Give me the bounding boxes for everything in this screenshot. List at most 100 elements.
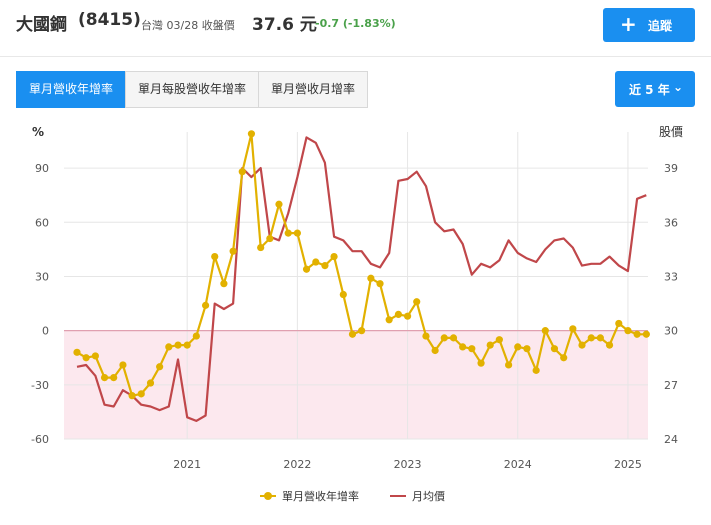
yoy-point bbox=[229, 247, 237, 255]
yoy-point bbox=[119, 361, 127, 369]
track-button[interactable]: + 追蹤 bbox=[603, 8, 695, 42]
yoy-point bbox=[413, 298, 421, 306]
yoy-point bbox=[532, 366, 540, 374]
yoy-point bbox=[100, 374, 109, 382]
yoy-point bbox=[477, 359, 485, 367]
chevron-down-icon: ⌄ bbox=[673, 80, 684, 94]
yoy-point bbox=[302, 265, 311, 273]
yoy-point bbox=[449, 334, 458, 342]
range-label: 近 5 年 bbox=[629, 83, 670, 97]
yoy-point bbox=[560, 354, 568, 362]
yoy-point bbox=[394, 310, 403, 318]
metric-tabs: 單月營收年增率 單月每股營收年增率 單月營收月增率 bbox=[16, 71, 369, 108]
stock-name: 大國鋼 bbox=[16, 15, 67, 35]
left-tick-label: -30 bbox=[31, 379, 49, 392]
x-tick-label: 2021 bbox=[173, 458, 201, 471]
tab-monthly-revenue-yoy[interactable]: 單月營收年增率 bbox=[16, 71, 127, 108]
left-tick-label: 30 bbox=[35, 270, 49, 283]
range-select[interactable]: 近 5 年 ⌄ bbox=[615, 71, 695, 107]
yoy-point bbox=[330, 253, 338, 261]
yoy-point bbox=[220, 280, 228, 288]
yoy-point bbox=[73, 348, 81, 356]
yoy-point bbox=[523, 345, 531, 353]
stock-header: 大國鋼 (8415) 台灣 03/28 收盤價 37.6 元 -0.7 (-1.… bbox=[0, 0, 711, 57]
yoy-point bbox=[440, 334, 448, 342]
yoy-point bbox=[550, 345, 559, 353]
yoy-point bbox=[569, 325, 577, 333]
yoy-point bbox=[183, 341, 191, 349]
yoy-point bbox=[110, 374, 118, 382]
left-tick-label: 60 bbox=[35, 216, 49, 229]
tab-monthly-revenue-mom[interactable]: 單月營收月增率 bbox=[258, 71, 369, 108]
yoy-point bbox=[505, 361, 513, 369]
yoy-point bbox=[615, 319, 623, 328]
track-button-label: 追蹤 bbox=[648, 19, 673, 33]
yoy-point bbox=[459, 343, 467, 351]
closing-price: 37.6 元 bbox=[252, 15, 317, 35]
yoy-point bbox=[201, 301, 210, 309]
x-tick-label: 2025 bbox=[614, 458, 642, 471]
yoy-point bbox=[578, 341, 586, 349]
right-tick-label: 24 bbox=[664, 433, 678, 446]
yoy-point bbox=[624, 327, 632, 335]
yoy-point bbox=[321, 262, 329, 270]
yoy-point bbox=[257, 243, 265, 252]
left-tick-label: 90 bbox=[35, 162, 49, 175]
yoy-point bbox=[137, 390, 145, 398]
stock-code: (8415) bbox=[78, 10, 141, 30]
yoy-point bbox=[358, 327, 366, 335]
right-tick-label: 30 bbox=[664, 325, 678, 338]
price-change: -0.7 (-1.83%) bbox=[315, 17, 396, 30]
yoy-point bbox=[468, 345, 476, 353]
yoy-point bbox=[642, 330, 650, 338]
yoy-point bbox=[385, 316, 393, 324]
x-tick-label: 2022 bbox=[283, 458, 311, 471]
yoy-point bbox=[422, 332, 430, 340]
x-tick-label: 2024 bbox=[504, 458, 532, 471]
yoy-point bbox=[284, 229, 292, 237]
yoy-point bbox=[82, 354, 90, 362]
yoy-point bbox=[376, 280, 384, 288]
legend-marker-yoy bbox=[264, 492, 272, 500]
right-tick-label: 33 bbox=[664, 270, 678, 283]
left-tick-label: -60 bbox=[31, 433, 49, 446]
yoy-point bbox=[633, 330, 641, 338]
yoy-point bbox=[192, 332, 200, 340]
right-tick-label: 36 bbox=[664, 216, 678, 229]
yoy-point bbox=[339, 290, 347, 299]
yoy-point bbox=[146, 379, 155, 387]
x-tick-label: 2023 bbox=[394, 458, 422, 471]
yoy-point bbox=[596, 334, 604, 342]
yoy-point bbox=[312, 258, 320, 266]
yoy-point bbox=[275, 200, 283, 208]
right-axis-label: 股價 bbox=[659, 125, 683, 139]
yoy-point bbox=[165, 343, 173, 351]
price-line bbox=[76, 136, 647, 422]
yoy-point bbox=[431, 346, 439, 355]
yoy-point bbox=[238, 168, 246, 176]
legend-label-price[interactable]: 月均價 bbox=[412, 489, 445, 503]
yoy-point bbox=[514, 343, 522, 351]
legend-label-yoy[interactable]: 單月營收年增率 bbox=[282, 489, 359, 503]
x-axis-ticks: 2021 2022 2023 2024 2025 bbox=[173, 458, 642, 471]
yoy-point bbox=[605, 341, 614, 349]
right-tick-label: 27 bbox=[664, 379, 678, 392]
series-layer bbox=[73, 130, 650, 422]
yoy-point bbox=[495, 336, 503, 344]
left-axis-ticks: -60 -30 0 30 60 90 bbox=[31, 162, 49, 446]
yoy-point bbox=[247, 130, 256, 138]
yoy-point bbox=[128, 392, 136, 400]
grid-lines bbox=[64, 132, 648, 440]
yoy-point bbox=[541, 327, 549, 335]
yoy-point bbox=[587, 334, 595, 342]
left-axis-label: % bbox=[32, 125, 44, 139]
yoy-point bbox=[211, 253, 219, 261]
plus-icon: + bbox=[620, 12, 637, 36]
quote-date-label: 台灣 03/28 收盤價 bbox=[141, 19, 235, 32]
yoy-point bbox=[91, 352, 100, 360]
right-tick-label: 39 bbox=[664, 162, 678, 175]
legend: 單月營收年增率 月均價 bbox=[260, 489, 445, 503]
yoy-point bbox=[403, 312, 412, 320]
yoy-point bbox=[367, 274, 375, 282]
